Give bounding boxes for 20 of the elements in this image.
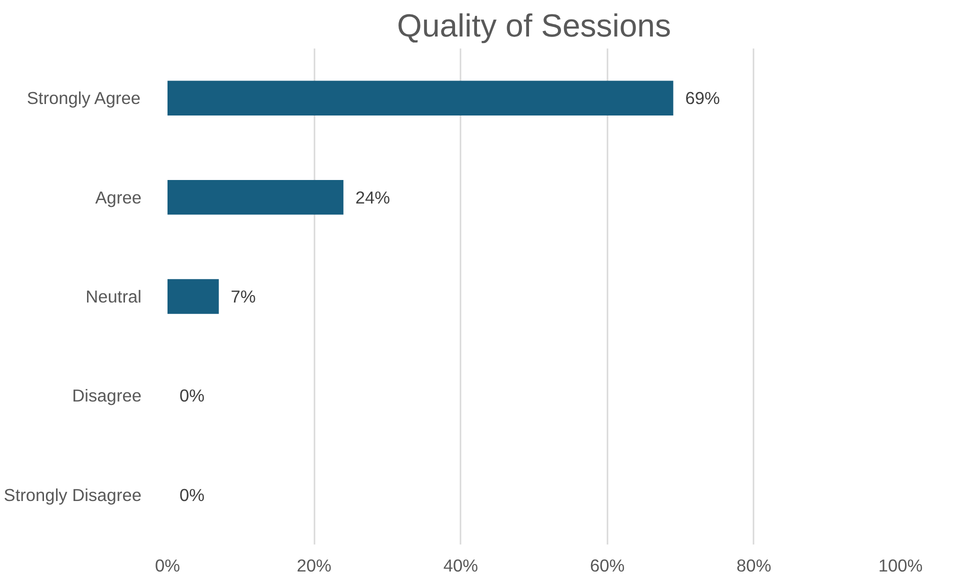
- x-tick-label: 40%: [443, 556, 478, 576]
- y-tick-label: Disagree: [72, 386, 142, 406]
- data-label: 7%: [230, 286, 256, 306]
- bar: [168, 180, 344, 215]
- bar: [168, 80, 674, 116]
- chart-title: Quality of Sessions: [397, 8, 671, 44]
- x-tick-label: 60%: [590, 556, 625, 576]
- x-tick-label: 20%: [296, 556, 332, 576]
- data-label: 24%: [355, 187, 390, 208]
- y-tick-label: Strongly Agree: [26, 88, 141, 108]
- data-label: 69%: [685, 88, 720, 108]
- y-tick-label: Agree: [95, 187, 142, 208]
- bar: [168, 279, 219, 314]
- x-tick-label: 100%: [878, 556, 923, 576]
- data-label: 0%: [180, 484, 205, 505]
- y-tick-label: Neutral: [86, 286, 142, 306]
- y-tick-label: Strongly Disagree: [4, 484, 142, 505]
- data-label: 0%: [180, 386, 205, 406]
- x-tick-label: 0%: [154, 556, 180, 576]
- x-tick-label: 80%: [736, 556, 772, 576]
